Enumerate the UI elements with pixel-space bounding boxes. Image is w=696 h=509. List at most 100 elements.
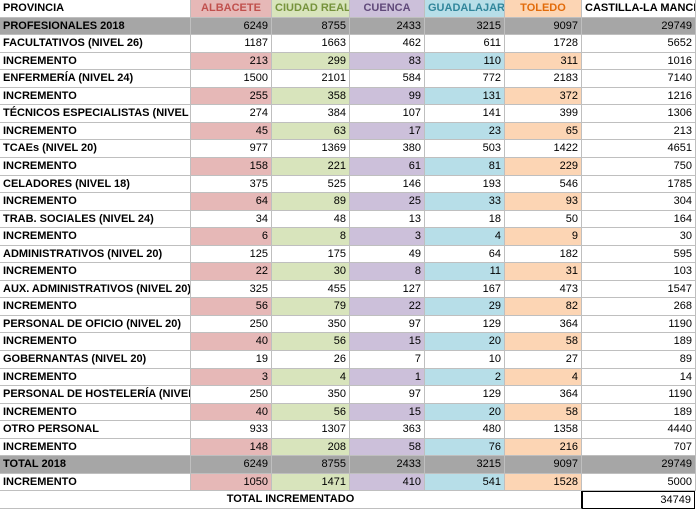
value-cell: 107 [350, 105, 425, 123]
value-cell: 99 [350, 87, 425, 106]
total-label: TOTAL INCREMENTADO [0, 491, 582, 509]
value-cell: 3 [350, 228, 425, 246]
row-label: TCAEs (NIVEL 20) [0, 140, 191, 158]
row-label: INCREMENTO [0, 122, 191, 141]
value-cell: 9097 [505, 17, 582, 36]
value-cell: 221 [272, 157, 350, 176]
value-cell: 8755 [272, 456, 350, 474]
value-cell: 65 [505, 122, 582, 141]
row-label: INCREMENTO [0, 193, 191, 211]
value-cell: 29749 [582, 17, 696, 36]
value-cell: 772 [425, 70, 505, 88]
header-cell: ALBACETE [191, 0, 272, 18]
value-cell: 25 [350, 193, 425, 211]
row-label: INCREMENTO [0, 157, 191, 176]
value-cell: 3 [191, 368, 272, 387]
value-cell: 250 [191, 386, 272, 404]
value-cell: 541 [425, 473, 505, 492]
value-cell: 503 [425, 140, 505, 158]
value-cell: 175 [272, 245, 350, 264]
value-cell: 1500 [191, 70, 272, 88]
row-label: INCREMENTO [0, 333, 191, 352]
value-cell: 164 [582, 210, 696, 229]
value-cell: 110 [425, 52, 505, 71]
value-cell: 15 [350, 333, 425, 352]
value-cell: 480 [425, 421, 505, 439]
value-cell: 6 [191, 228, 272, 246]
value-cell: 410 [350, 473, 425, 492]
value-cell: 6249 [191, 456, 272, 474]
value-cell: 83 [350, 52, 425, 71]
value-cell: 131 [425, 87, 505, 106]
value-cell: 29749 [582, 456, 696, 474]
value-cell: 127 [350, 280, 425, 299]
value-cell: 64 [425, 245, 505, 264]
value-cell: 15 [350, 403, 425, 422]
value-cell: 1187 [191, 35, 272, 53]
value-cell: 129 [425, 386, 505, 404]
value-cell: 1422 [505, 140, 582, 158]
value-cell: 380 [350, 140, 425, 158]
value-cell: 462 [350, 35, 425, 53]
value-cell: 89 [272, 193, 350, 211]
value-cell: 40 [191, 403, 272, 422]
value-cell: 311 [505, 52, 582, 71]
value-cell: 2183 [505, 70, 582, 88]
value-cell: 63 [272, 122, 350, 141]
value-cell: 299 [272, 52, 350, 71]
row-label: PROFESIONALES 2018 [0, 17, 191, 36]
value-cell: 750 [582, 157, 696, 176]
value-cell: 1663 [272, 35, 350, 53]
row-label: INCREMENTO [0, 368, 191, 387]
row-label: ENFERMERÍA (NIVEL 24) [0, 70, 191, 88]
value-cell: 56 [272, 333, 350, 352]
value-cell: 64 [191, 193, 272, 211]
value-cell: 20 [425, 333, 505, 352]
value-cell: 8 [272, 228, 350, 246]
value-cell: 1306 [582, 105, 696, 123]
value-cell: 81 [425, 157, 505, 176]
value-cell: 399 [505, 105, 582, 123]
value-cell: 13 [350, 210, 425, 229]
value-cell: 364 [505, 315, 582, 334]
value-cell: 167 [425, 280, 505, 299]
row-label: PERSONAL DE OFICIO (NIVEL 20) [0, 315, 191, 334]
value-cell: 372 [505, 87, 582, 106]
value-cell: 58 [350, 438, 425, 457]
value-cell: 611 [425, 35, 505, 53]
value-cell: 148 [191, 438, 272, 457]
row-label: INCREMENTO [0, 263, 191, 281]
value-cell: 8 [350, 263, 425, 281]
value-cell: 250 [191, 315, 272, 334]
value-cell: 213 [191, 52, 272, 71]
row-label: INCREMENTO [0, 52, 191, 71]
header-cell: GUADALAJARA [425, 0, 505, 18]
value-cell: 325 [191, 280, 272, 299]
value-cell: 3215 [425, 17, 505, 36]
value-cell: 4651 [582, 140, 696, 158]
value-cell: 375 [191, 175, 272, 194]
value-cell: 358 [272, 87, 350, 106]
value-cell: 97 [350, 386, 425, 404]
value-cell: 158 [191, 157, 272, 176]
value-cell: 1547 [582, 280, 696, 299]
value-cell: 7 [350, 351, 425, 369]
value-cell: 40 [191, 333, 272, 352]
value-cell: 584 [350, 70, 425, 88]
value-cell: 89 [582, 351, 696, 369]
value-cell: 2 [425, 368, 505, 387]
value-cell: 216 [505, 438, 582, 457]
value-cell: 103 [582, 263, 696, 281]
header-cell: CUENCA [350, 0, 425, 18]
value-cell: 350 [272, 315, 350, 334]
value-cell: 4 [505, 368, 582, 387]
value-cell: 34 [191, 210, 272, 229]
value-cell: 31 [505, 263, 582, 281]
value-cell: 933 [191, 421, 272, 439]
value-cell: 1307 [272, 421, 350, 439]
value-cell: 268 [582, 298, 696, 316]
value-cell: 304 [582, 193, 696, 211]
value-cell: 18 [425, 210, 505, 229]
row-label: INCREMENTO [0, 87, 191, 106]
